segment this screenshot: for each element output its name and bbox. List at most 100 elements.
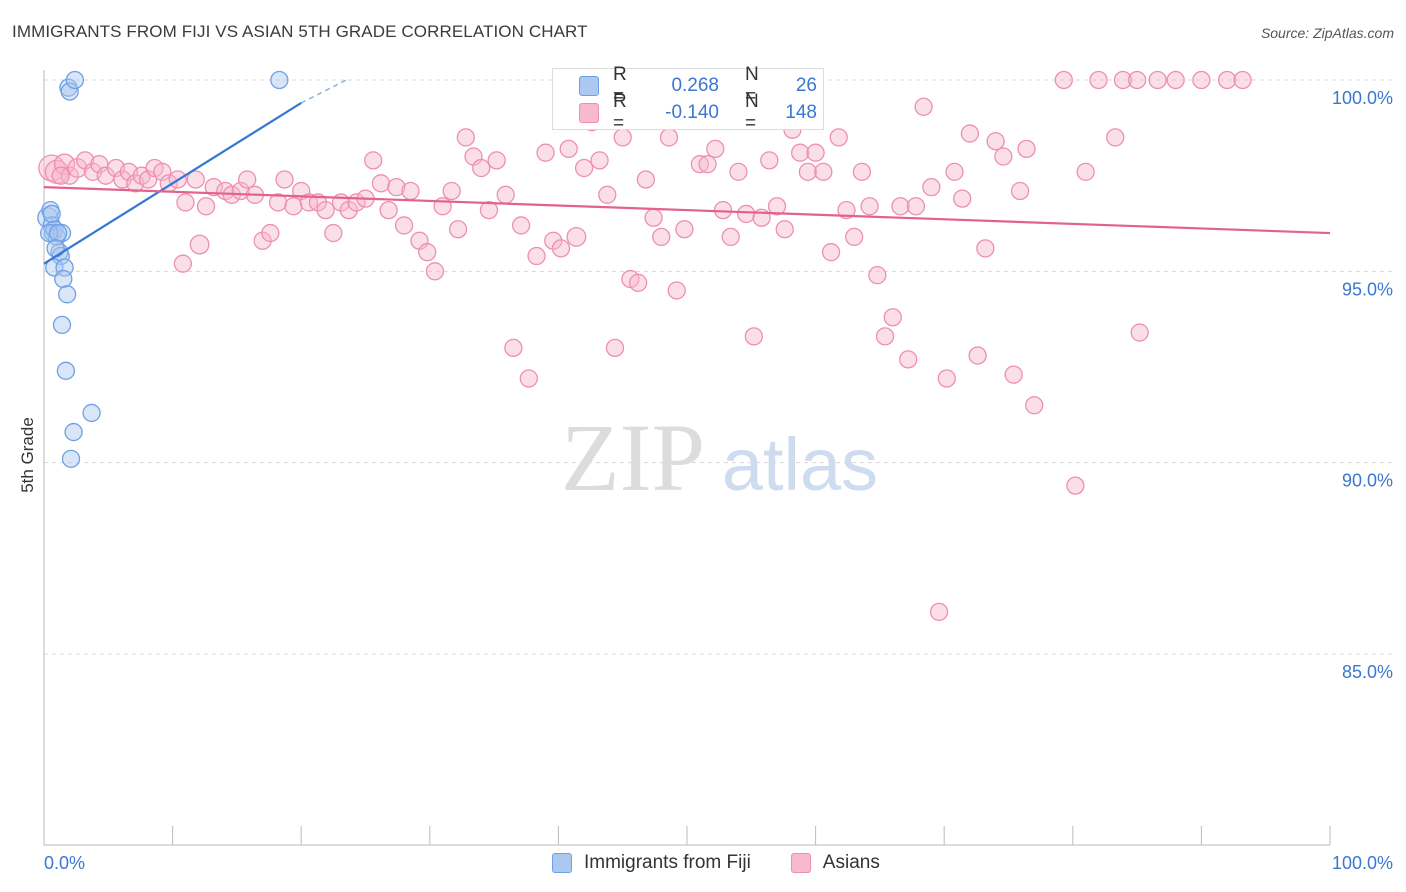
data-point-asians: [644, 208, 663, 227]
data-point-asians: [448, 220, 468, 239]
data-point-fiji: [60, 82, 79, 101]
data-point-fiji: [61, 449, 81, 468]
trend-lines: [43, 79, 1331, 265]
data-point-asians: [176, 193, 195, 212]
data-point-asians: [1166, 70, 1185, 90]
data-point-asians: [659, 128, 679, 147]
data-point-asians: [1106, 128, 1125, 147]
data-point-asians: [737, 204, 756, 224]
data-point-asians: [806, 143, 825, 162]
y-tick-label: 90.0%: [1342, 471, 1393, 491]
data-point-asians: [899, 350, 918, 369]
watermark-zip: ZIP: [561, 404, 705, 511]
data-point-asians: [922, 177, 941, 197]
data-point-asians: [456, 128, 475, 147]
data-point-asians: [566, 226, 587, 247]
data-point-asians: [442, 181, 461, 201]
data-point-asians: [945, 162, 964, 181]
tick-labels: 85.0% 90.0% 95.0% 100.0% 0.0% 100.0%: [44, 88, 1393, 873]
data-point-asians: [284, 197, 303, 216]
data-point-asians: [1113, 70, 1133, 90]
x-tick-label: 100.0%: [1332, 853, 1393, 873]
data-point-asians: [1017, 139, 1036, 159]
data-point-asians: [791, 143, 810, 162]
data-point-asians: [628, 273, 648, 292]
data-point-asians: [721, 227, 740, 247]
data-point-asians: [914, 97, 933, 116]
source-label: Source: ZipAtlas.com: [1260, 25, 1394, 41]
legend-row-asians: R = -0.140 N = 148: [553, 91, 817, 134]
data-point-asians: [308, 193, 328, 212]
legend-swatch-asians: [579, 103, 599, 123]
data-point-asians: [729, 162, 748, 181]
data-point-asians: [379, 200, 398, 220]
data-point-asians: [551, 239, 571, 258]
series-asians: [38, 70, 1252, 622]
data-point-fiji: [42, 204, 61, 224]
data-point-asians: [173, 254, 193, 273]
legend-r-label: R =: [613, 91, 627, 134]
data-point-asians: [937, 369, 956, 388]
data-point-asians: [906, 197, 926, 216]
data-point-asians: [1089, 70, 1108, 90]
data-point-asians: [652, 227, 671, 247]
data-point-asians: [472, 158, 491, 178]
data-point-asians: [976, 239, 995, 258]
data-point-asians: [891, 197, 910, 216]
y-tick-label: 100.0%: [1332, 88, 1393, 108]
data-point-asians: [760, 151, 779, 170]
chart-title: IMMIGRANTS FROM FIJI VS ASIAN 5TH GRADE …: [12, 22, 588, 41]
data-point-fiji: [57, 285, 77, 304]
legend-n-value: 26: [795, 75, 817, 96]
trend-line-asians: [43, 186, 1331, 235]
data-point-asians: [387, 177, 406, 197]
y-tick-label: 85.0%: [1342, 662, 1393, 682]
data-point-asians: [868, 266, 887, 285]
data-point-asians: [845, 227, 864, 247]
data-point-asians: [1076, 162, 1095, 181]
data-point-asians: [605, 338, 625, 358]
data-point-asians: [698, 155, 717, 174]
data-point-asians: [275, 170, 294, 189]
bottom-legend-swatch-asians: [790, 853, 811, 873]
data-point-fiji: [48, 223, 68, 243]
bottom-legend-asians: Asians: [790, 852, 880, 874]
data-point-asians: [1233, 70, 1252, 90]
data-point-asians: [1130, 323, 1149, 342]
data-point-fiji: [270, 70, 289, 90]
data-point-asians: [511, 216, 531, 235]
data-point-asians: [527, 246, 546, 266]
data-point-asians: [1192, 70, 1211, 90]
data-point-asians: [324, 223, 343, 243]
data-point-asians: [238, 170, 257, 189]
data-point-asians: [479, 200, 499, 220]
data-point-asians: [401, 181, 420, 201]
data-point-asians: [953, 189, 972, 208]
bottom-legend-label: Asians: [822, 852, 880, 873]
data-point-asians: [189, 234, 210, 255]
data-point-fiji: [52, 315, 72, 335]
data-point-asians: [636, 170, 655, 189]
legend-n-label: N =: [745, 91, 759, 134]
data-point-fiji: [64, 422, 83, 442]
data-point-asians: [487, 151, 506, 170]
data-point-asians: [968, 346, 987, 365]
data-point-asians: [860, 197, 879, 216]
legend-r-value: -0.140: [665, 102, 719, 123]
data-point-asians: [51, 166, 70, 185]
data-point-asians: [574, 158, 594, 178]
data-point-asians: [1025, 396, 1044, 415]
data-point-asians: [598, 185, 617, 204]
data-point-asians: [339, 200, 358, 220]
data-point-asians: [544, 231, 563, 250]
trend-line-fiji: [43, 102, 302, 265]
data-point-asians: [1217, 70, 1237, 90]
data-point-asians: [1004, 365, 1023, 384]
data-point-asians: [690, 155, 710, 174]
data-point-asians: [1066, 476, 1085, 495]
data-point-asians: [261, 223, 280, 243]
data-point-asians: [960, 124, 980, 143]
data-point-asians: [590, 151, 609, 170]
data-point-asians: [364, 151, 383, 170]
